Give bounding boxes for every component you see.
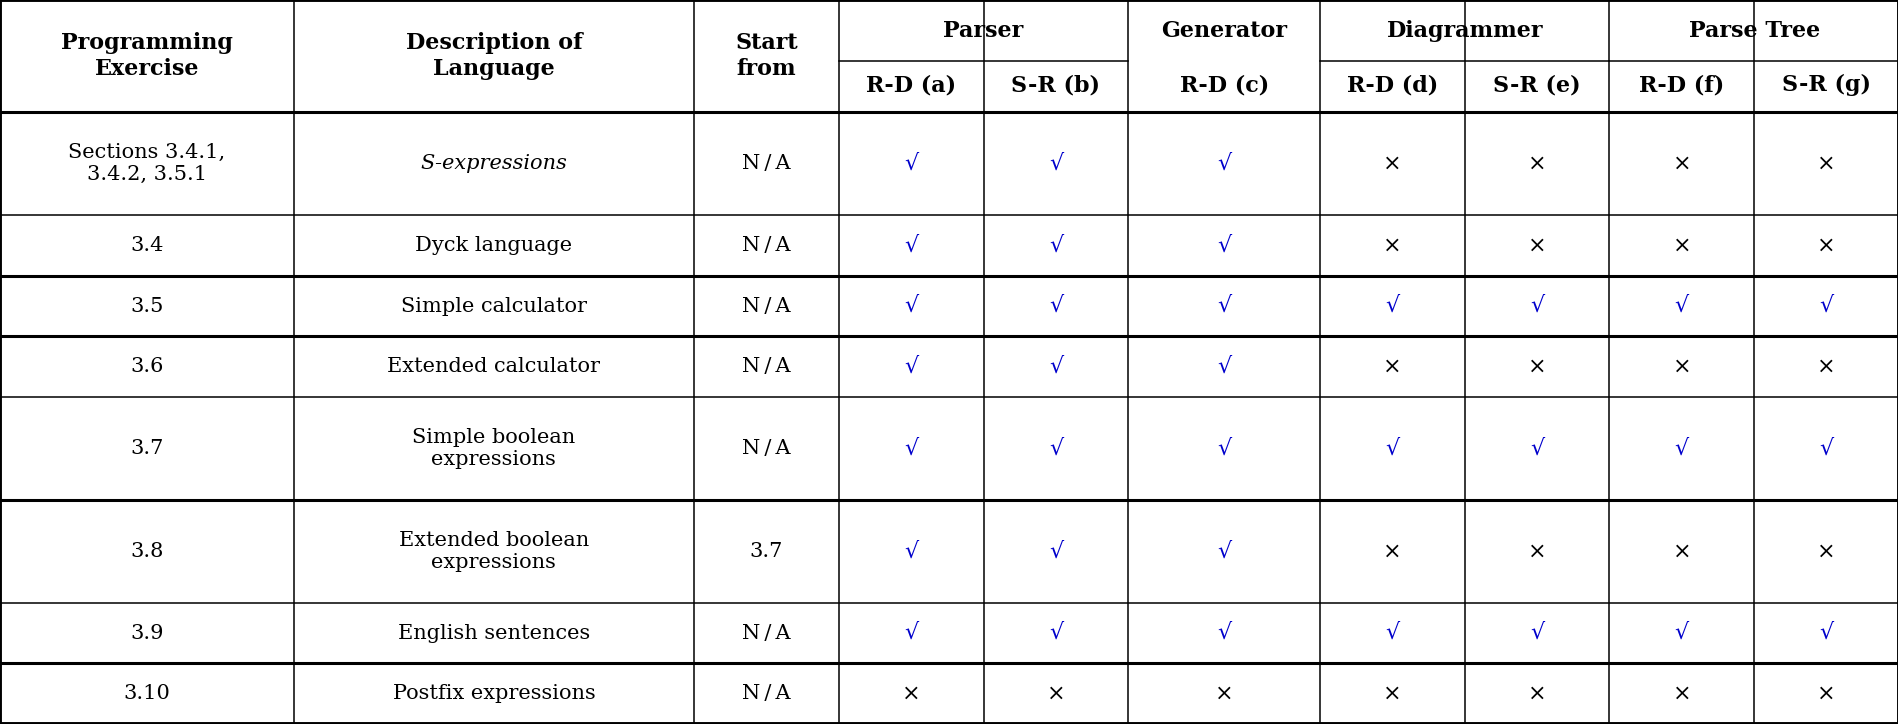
Text: Programming
Exercise: Programming Exercise (61, 33, 233, 80)
Text: ×: × (1215, 683, 1234, 704)
Text: √: √ (1818, 622, 1833, 644)
Text: √: √ (1217, 540, 1230, 563)
Text: Description of
Language: Description of Language (406, 33, 583, 80)
Text: N / A: N / A (742, 439, 790, 458)
Text: N / A: N / A (742, 154, 790, 173)
Text: Extended boolean
expressions: Extended boolean expressions (399, 531, 588, 572)
Text: ×: × (1528, 540, 1545, 563)
Text: N / A: N / A (742, 236, 790, 255)
Text: √: √ (1530, 622, 1543, 644)
Text: S-R (g): S-R (g) (1780, 75, 1870, 96)
Text: √: √ (1048, 355, 1063, 378)
Text: R-D (d): R-D (d) (1346, 75, 1437, 96)
Text: 3.7: 3.7 (131, 439, 163, 458)
Text: 3.10: 3.10 (123, 684, 171, 703)
Text: ×: × (1672, 235, 1691, 256)
Text: S-R (b): S-R (b) (1012, 75, 1099, 96)
Text: ×: × (1382, 683, 1401, 704)
Text: ×: × (1816, 540, 1835, 563)
Text: √: √ (1674, 437, 1687, 460)
Text: English sentences: English sentences (397, 623, 590, 643)
Text: √: √ (1217, 235, 1230, 256)
Text: 3.9: 3.9 (131, 623, 163, 643)
Text: N / A: N / A (742, 623, 790, 643)
Text: Simple calculator: Simple calculator (400, 297, 586, 316)
Text: ×: × (1816, 683, 1835, 704)
Text: √: √ (1674, 295, 1687, 317)
Text: ×: × (1382, 153, 1401, 174)
Text: N / A: N / A (742, 357, 790, 376)
Text: ×: × (1672, 540, 1691, 563)
Text: √: √ (903, 355, 919, 378)
Text: ×: × (1672, 355, 1691, 378)
Text: ×: × (1816, 355, 1835, 378)
Text: ×: × (902, 683, 921, 704)
Text: ×: × (1382, 355, 1401, 378)
Text: 3.4: 3.4 (131, 236, 163, 255)
Text: √: √ (1674, 622, 1687, 644)
Text: R-D (f): R-D (f) (1638, 75, 1723, 96)
Text: √: √ (1048, 295, 1063, 317)
Text: ×: × (1382, 540, 1401, 563)
Text: √: √ (1048, 622, 1063, 644)
Text: ×: × (1046, 683, 1065, 704)
Text: N / A: N / A (742, 684, 790, 703)
Text: Parse Tree: Parse Tree (1687, 20, 1818, 43)
Text: ×: × (1528, 235, 1545, 256)
Text: √: √ (903, 295, 919, 317)
Text: √: √ (1217, 355, 1230, 378)
Text: √: √ (903, 235, 919, 256)
Text: ×: × (1382, 235, 1401, 256)
Text: Parser: Parser (943, 20, 1023, 43)
Text: √: √ (1384, 437, 1399, 460)
Text: Start
from: Start from (735, 33, 797, 80)
Text: ×: × (1672, 683, 1691, 704)
Text: √: √ (1217, 437, 1230, 460)
Text: √: √ (1217, 622, 1230, 644)
Text: √: √ (1217, 295, 1230, 317)
Text: √: √ (1530, 437, 1543, 460)
Text: √: √ (1217, 153, 1230, 174)
Text: ×: × (1816, 153, 1835, 174)
Text: Postfix expressions: Postfix expressions (393, 684, 594, 703)
Text: √: √ (1818, 437, 1833, 460)
Text: √: √ (1048, 540, 1063, 563)
Text: √: √ (1384, 295, 1399, 317)
Text: Dyck language: Dyck language (416, 236, 571, 255)
Text: ×: × (1672, 153, 1691, 174)
Text: √: √ (903, 437, 919, 460)
Text: Sections 3.4.1,
3.4.2, 3.5.1: Sections 3.4.1, 3.4.2, 3.5.1 (68, 143, 226, 184)
Text: 3.8: 3.8 (131, 542, 163, 561)
Text: Diagrammer: Diagrammer (1386, 20, 1543, 43)
Text: √: √ (903, 540, 919, 563)
Text: Extended calculator: Extended calculator (387, 357, 600, 376)
Text: 3.7: 3.7 (750, 542, 782, 561)
Text: ×: × (1528, 355, 1545, 378)
Text: R-D (a): R-D (a) (865, 75, 957, 96)
Text: Simple boolean
expressions: Simple boolean expressions (412, 428, 575, 469)
Text: R-D (c): R-D (c) (1179, 75, 1268, 96)
Text: ×: × (1528, 683, 1545, 704)
Text: ×: × (1816, 235, 1835, 256)
Text: √: √ (903, 622, 919, 644)
Text: √: √ (1048, 235, 1063, 256)
Text: S-expressions: S-expressions (419, 154, 568, 173)
Text: N / A: N / A (742, 297, 790, 316)
Text: Generator: Generator (1160, 20, 1287, 43)
Text: √: √ (1384, 622, 1399, 644)
Text: √: √ (1048, 437, 1063, 460)
Text: √: √ (1048, 153, 1063, 174)
Text: S-R (e): S-R (e) (1492, 75, 1579, 96)
Text: 3.5: 3.5 (131, 297, 163, 316)
Text: ×: × (1528, 153, 1545, 174)
Text: √: √ (1530, 295, 1543, 317)
Text: √: √ (1818, 295, 1833, 317)
Text: √: √ (903, 153, 919, 174)
Text: 3.6: 3.6 (131, 357, 163, 376)
